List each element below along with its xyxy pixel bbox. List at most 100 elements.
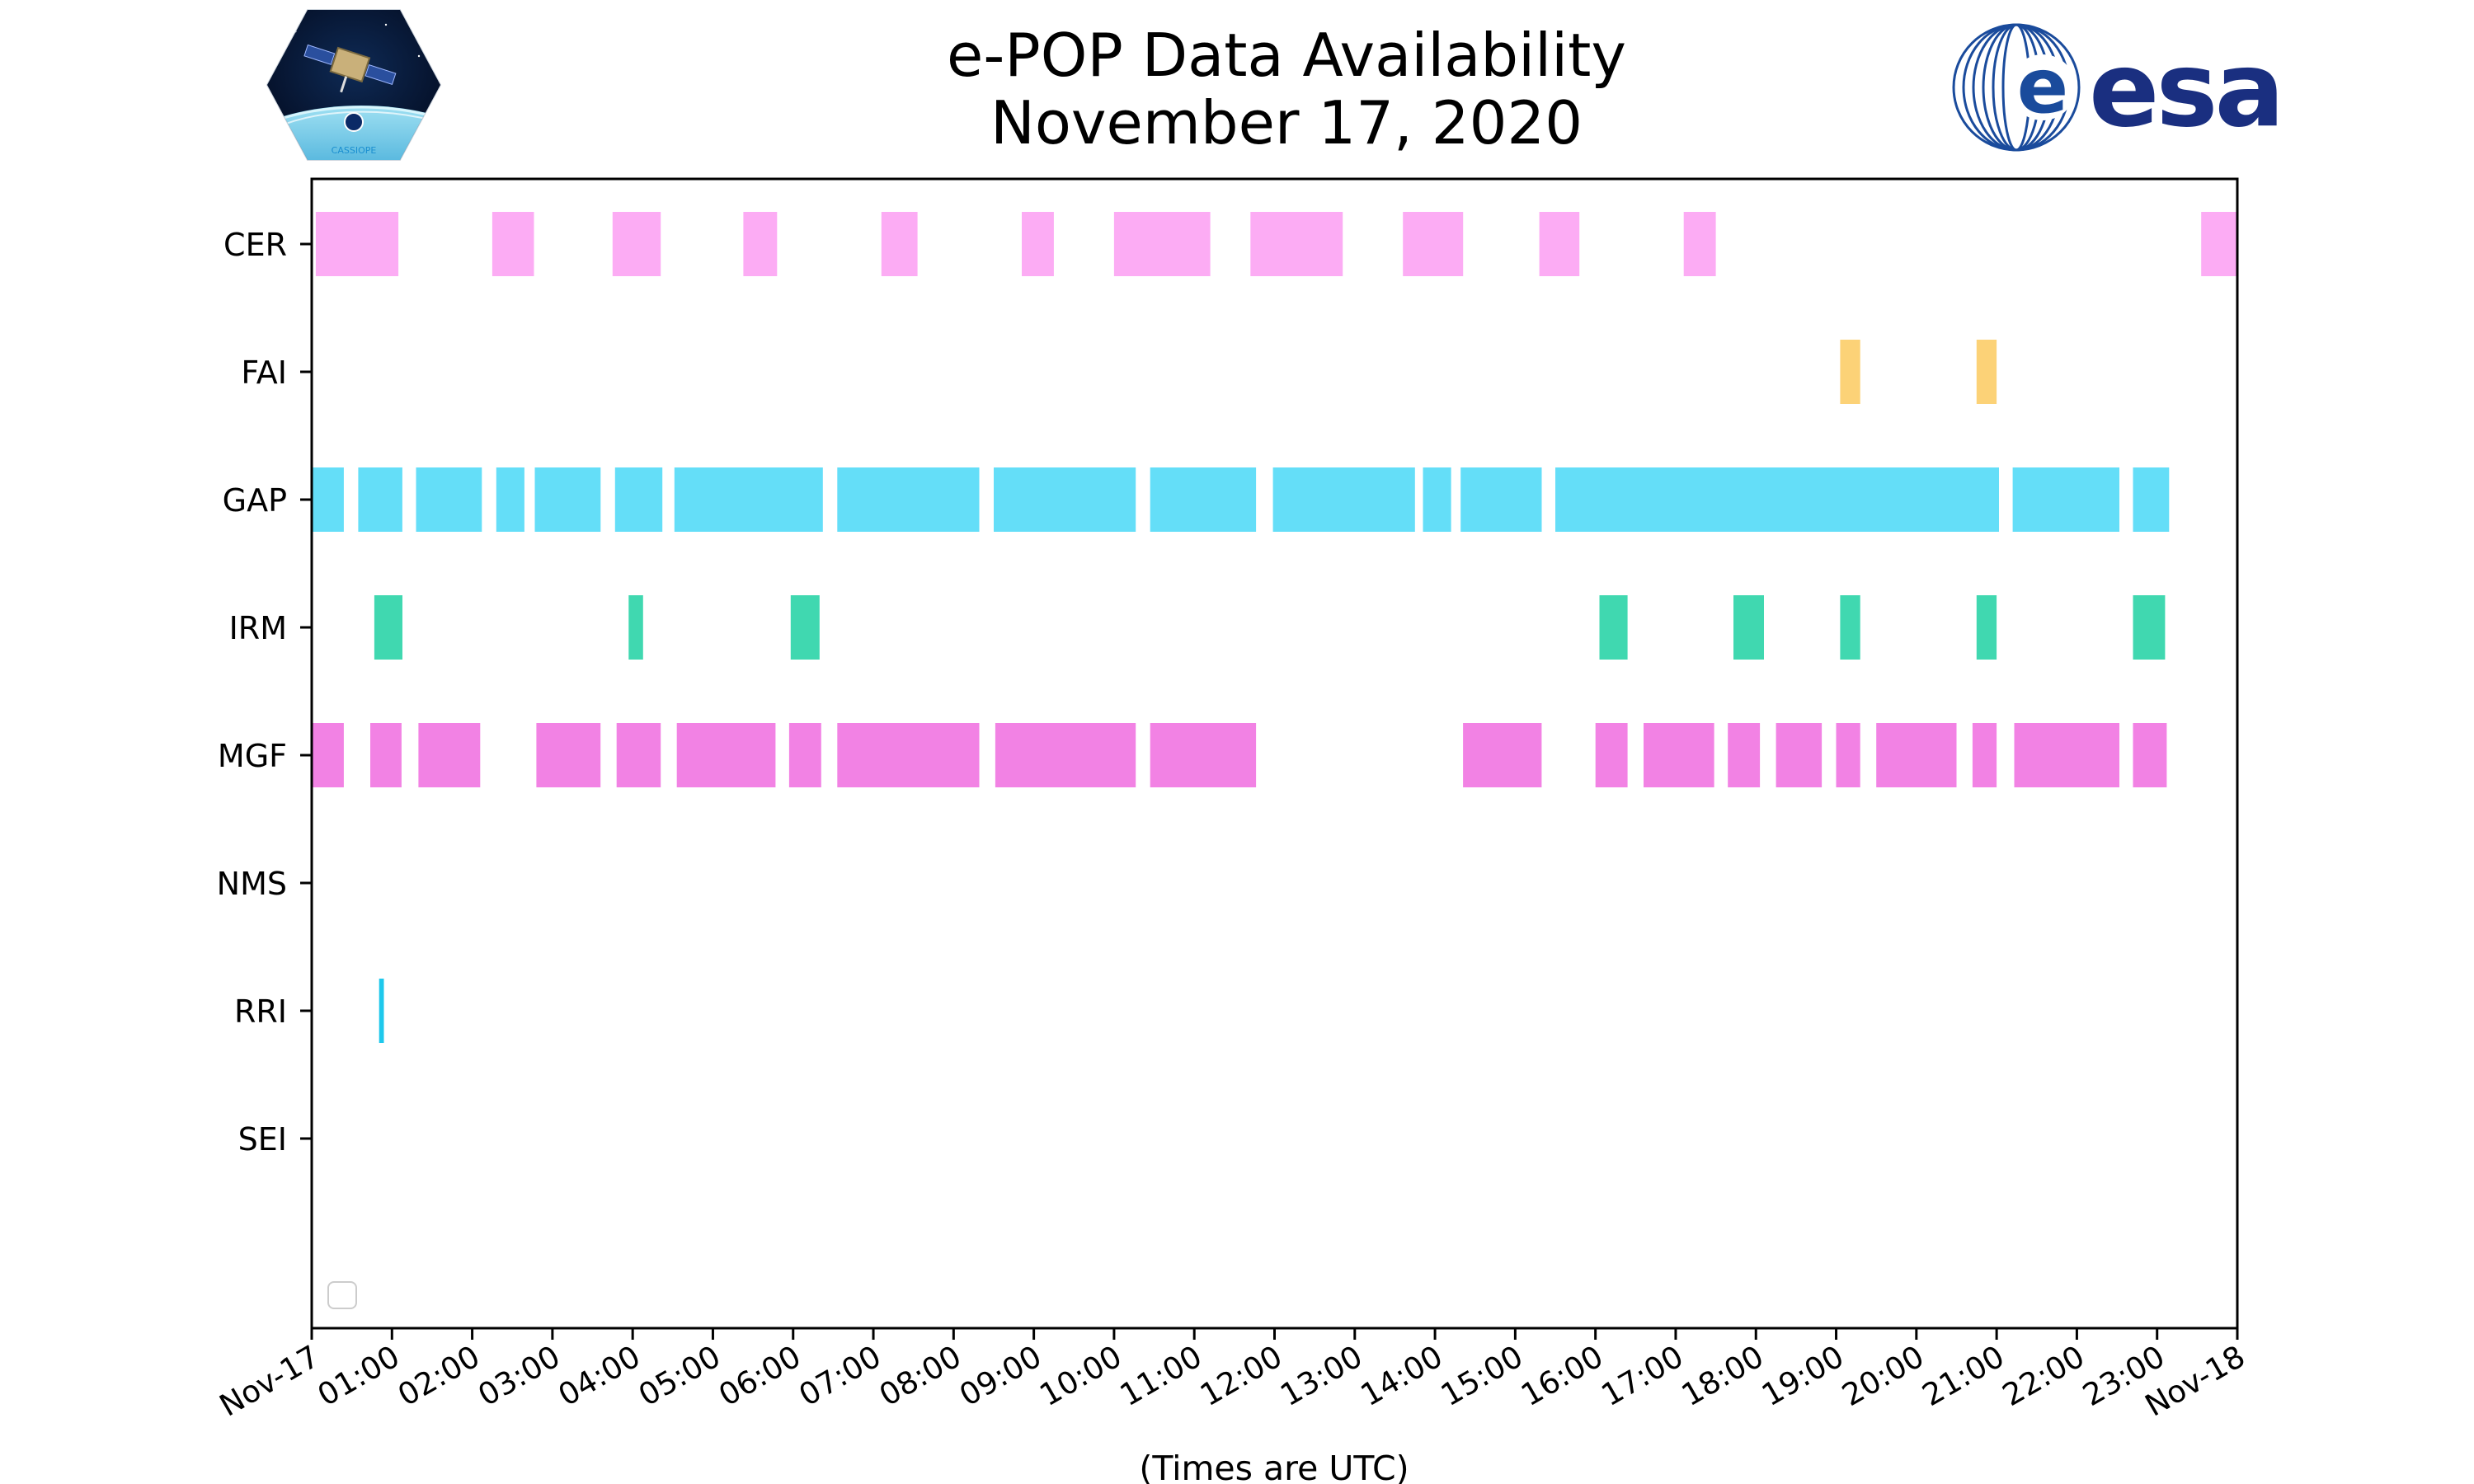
sei-y-label: SEI <box>238 1121 287 1158</box>
x-tick-label-16: 16:00 <box>1515 1339 1609 1414</box>
gap-bar-16 <box>2133 467 2170 532</box>
irm-bar-3 <box>790 595 820 660</box>
mgf-bar-7 <box>788 723 821 787</box>
irm-bar-2 <box>628 595 643 660</box>
gap-bar-8 <box>837 467 980 532</box>
mgf-bar-13 <box>1644 723 1714 787</box>
x-tick-label-0: Nov-17 <box>214 1339 326 1424</box>
irm-bar-8 <box>2133 595 2166 660</box>
gap-bar-12 <box>1423 467 1451 532</box>
x-tick-label-5: 05:00 <box>633 1339 727 1414</box>
cassiope-logo: CASSIOPE <box>266 9 442 161</box>
legend-box <box>327 1281 357 1309</box>
mgf-bar-12 <box>1595 723 1628 787</box>
mgf-y-label: MGF <box>218 738 287 774</box>
gap-bar-11 <box>1272 467 1415 532</box>
mgf-bar-6 <box>676 723 776 787</box>
fai-y-label: FAI <box>241 355 287 391</box>
x-tick-label-22: 22:00 <box>1997 1339 2091 1414</box>
x-tick-label-18: 18:00 <box>1676 1339 1770 1414</box>
mgf-bar-18 <box>1972 723 1997 787</box>
gap-bar-4 <box>496 467 524 532</box>
x-axis: Nov-1701:0002:0003:0004:0005:0006:0007:0… <box>214 1328 2251 1424</box>
mgf-bar-20 <box>2133 723 2167 787</box>
gap-bar-7 <box>674 467 823 532</box>
x-axis-label: (Times are UTC) <box>1139 1449 1409 1484</box>
gap-bar-5 <box>534 467 601 532</box>
cer-bar-7 <box>1113 212 1211 276</box>
cer-y-label: CER <box>223 227 287 263</box>
x-tick-label-19: 19:00 <box>1756 1339 1850 1414</box>
mgf-bar-5 <box>616 723 661 787</box>
gap-y-label: GAP <box>223 482 287 519</box>
cer-bar-3 <box>612 212 661 276</box>
fai-bar-1 <box>1840 340 1860 404</box>
mgf-bar-17 <box>1876 723 1957 787</box>
irm-bar-7 <box>1976 595 1997 660</box>
mgf-bar-16 <box>1836 723 1860 787</box>
cer-bar-6 <box>1022 212 1054 276</box>
gap-bar-6 <box>614 467 663 532</box>
gap-bar-15 <box>2012 467 2119 532</box>
cer-bar-10 <box>1539 212 1580 276</box>
gap-bar-9 <box>994 467 1136 532</box>
cer-bar-5 <box>881 212 918 276</box>
irm-bar-6 <box>1840 595 1860 660</box>
gap-bar-14 <box>1555 467 1999 532</box>
x-tick-label-11: 11:00 <box>1114 1339 1208 1414</box>
rri-bar-1 <box>379 979 384 1043</box>
x-tick-label-21: 21:00 <box>1917 1339 2011 1414</box>
cer-bar-12 <box>2201 212 2237 276</box>
cer-bar-9 <box>1403 212 1464 276</box>
irm-bar-5 <box>1733 595 1764 660</box>
cer-bar-4 <box>743 212 778 276</box>
gap-bar-1 <box>312 467 344 532</box>
gap-bar-10 <box>1150 467 1257 532</box>
mgf-bar-15 <box>1776 723 1823 787</box>
cer-bar-11 <box>1683 212 1716 276</box>
x-tick-label-10: 10:00 <box>1034 1339 1128 1414</box>
x-tick-label-2: 02:00 <box>392 1339 486 1414</box>
x-tick-label-9: 09:00 <box>953 1339 1047 1414</box>
x-tick-label-6: 06:00 <box>713 1339 807 1414</box>
x-tick-label-20: 20:00 <box>1836 1339 1930 1414</box>
mgf-bar-14 <box>1728 723 1761 787</box>
x-tick-label-7: 07:00 <box>793 1339 887 1414</box>
esa-globe-icon: e <box>1952 23 2081 152</box>
cer-bar-8 <box>1250 212 1343 276</box>
svg-text:e: e <box>2017 42 2068 130</box>
mgf-bar-19 <box>2014 723 2119 787</box>
gap-bar-13 <box>1460 467 1542 532</box>
cer-bar-1 <box>315 212 399 276</box>
mgf-bar-1 <box>312 723 344 787</box>
x-tick-label-1: 01:00 <box>312 1339 406 1414</box>
rri-y-label: RRI <box>234 993 287 1030</box>
x-tick-label-13: 13:00 <box>1274 1339 1368 1414</box>
irm-y-label: IRM <box>229 610 287 646</box>
x-tick-label-12: 12:00 <box>1194 1339 1288 1414</box>
chart-title-line-2: November 17, 2020 <box>990 88 1583 157</box>
y-axis: CER FAI GAP IRM MGF NMS RRI SEI <box>217 227 312 1158</box>
chart-title-line-1: e-POP Data Availability <box>947 21 1626 90</box>
x-tick-label-8: 08:00 <box>873 1339 967 1414</box>
nms-y-label: NMS <box>217 866 287 902</box>
cer-bar-2 <box>492 212 534 276</box>
mgf-bar-3 <box>418 723 481 787</box>
mgf-bar-9 <box>995 723 1136 787</box>
gap-bar-2 <box>358 467 402 532</box>
x-tick-label-4: 04:00 <box>553 1339 647 1414</box>
irm-bar-4 <box>1599 595 1628 660</box>
mgf-bar-2 <box>370 723 402 787</box>
cassiope-logo-text: CASSIOPE <box>332 145 377 156</box>
esa-logo: e esa <box>1952 23 2284 152</box>
fai-bar-2 <box>1976 340 1997 404</box>
mgf-bar-8 <box>837 723 980 787</box>
x-tick-label-3: 03:00 <box>473 1339 567 1414</box>
x-tick-label-15: 15:00 <box>1435 1339 1529 1414</box>
mgf-bar-4 <box>536 723 601 787</box>
irm-bar-1 <box>374 595 402 660</box>
x-tick-label-17: 17:00 <box>1596 1339 1690 1414</box>
x-tick-label-14: 14:00 <box>1355 1339 1449 1414</box>
gap-bar-3 <box>416 467 482 532</box>
